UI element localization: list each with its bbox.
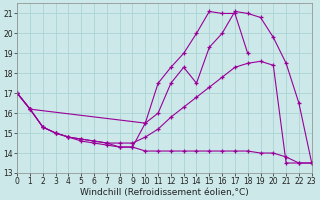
X-axis label: Windchill (Refroidissement éolien,°C): Windchill (Refroidissement éolien,°C)	[80, 188, 249, 197]
